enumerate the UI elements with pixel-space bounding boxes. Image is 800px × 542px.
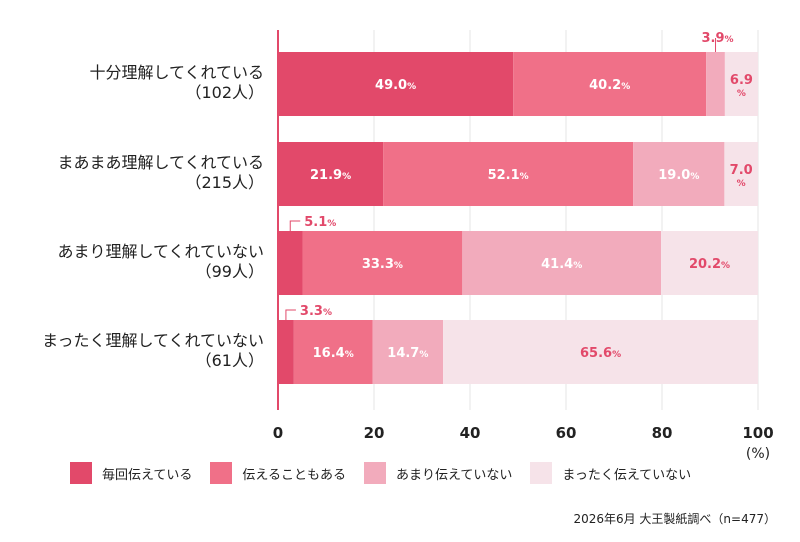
bar-segment bbox=[513, 52, 707, 116]
data-label-unit: % bbox=[737, 89, 746, 99]
data-label: 5.1% bbox=[304, 215, 336, 230]
x-tick-label: 0 bbox=[273, 424, 283, 442]
data-label: 40.2% bbox=[589, 78, 630, 93]
bar-segment bbox=[278, 52, 514, 116]
legend: 毎回伝えている 伝えることもある あまり伝えていない まったく伝えていない bbox=[70, 462, 709, 484]
bar-segment bbox=[706, 52, 725, 116]
bar-segment bbox=[462, 231, 662, 295]
bar-segment bbox=[633, 142, 725, 206]
source-note: 2026年6月 大王製紙調べ（n=477） bbox=[573, 512, 776, 526]
data-label: 20.2% bbox=[689, 257, 730, 272]
bar-segment bbox=[443, 320, 758, 384]
bar-segment bbox=[278, 320, 294, 384]
data-label: 21.9% bbox=[310, 168, 351, 183]
data-label: 41.4% bbox=[541, 257, 582, 272]
legend-swatch bbox=[363, 462, 386, 484]
data-label: 7.0 bbox=[730, 163, 753, 178]
category-label: （61人） bbox=[196, 351, 264, 370]
bar-segment bbox=[724, 142, 758, 206]
data-label: 14.7% bbox=[387, 346, 428, 361]
legend-label: 伝えることもある bbox=[242, 467, 346, 483]
data-label: 3.9% bbox=[701, 31, 733, 46]
legend-label: まったく伝えていない bbox=[562, 467, 692, 483]
x-axis-unit: (%) bbox=[746, 446, 770, 462]
data-label: 33.3% bbox=[362, 257, 403, 272]
bar-segment bbox=[724, 52, 758, 116]
legend-swatch bbox=[530, 462, 553, 484]
data-label: 6.9 bbox=[730, 73, 753, 88]
category-label: 十分理解してくれている bbox=[89, 63, 264, 82]
data-label: 16.4% bbox=[313, 346, 354, 361]
x-tick-label: 40 bbox=[460, 424, 481, 442]
legend-label: あまり伝えていない bbox=[395, 467, 513, 483]
category-label: （215人） bbox=[185, 173, 264, 192]
bar-segment bbox=[293, 320, 373, 384]
leader-line bbox=[289, 220, 301, 231]
data-label: 65.6% bbox=[580, 346, 621, 361]
data-label-unit: % bbox=[737, 179, 746, 189]
data-label: 52.1% bbox=[488, 168, 529, 183]
bar-segment bbox=[383, 142, 634, 206]
legend-label: 毎回伝えている bbox=[102, 467, 193, 483]
legend-swatch bbox=[210, 462, 233, 484]
data-label: 3.3% bbox=[300, 304, 332, 319]
legend-swatch bbox=[70, 462, 92, 484]
bar-segment bbox=[661, 231, 758, 295]
category-label: まあまあ理解してくれている bbox=[57, 153, 264, 172]
x-tick-label: 100 bbox=[742, 424, 773, 442]
data-label: 49.0% bbox=[375, 78, 416, 93]
category-label: （102人） bbox=[185, 83, 264, 102]
bar-segment bbox=[278, 142, 384, 206]
category-label: あまり理解してくれていない bbox=[57, 242, 264, 261]
legend-item: あまり伝えていない bbox=[363, 462, 513, 484]
bar-segment bbox=[302, 231, 463, 295]
bar-segment bbox=[278, 231, 303, 295]
x-tick-label: 80 bbox=[652, 424, 673, 442]
leader-line bbox=[285, 309, 296, 320]
x-tick-label: 60 bbox=[556, 424, 577, 442]
bar-segment bbox=[372, 320, 444, 384]
data-label: 19.0% bbox=[658, 168, 699, 183]
x-tick-label: 20 bbox=[364, 424, 385, 442]
legend-item: 伝えることもある bbox=[210, 462, 346, 484]
legend-item: まったく伝えていない bbox=[530, 462, 691, 484]
category-label: （99人） bbox=[196, 262, 264, 281]
category-label: まったく理解してくれていない bbox=[42, 331, 264, 350]
legend-item: 毎回伝えている bbox=[70, 462, 192, 484]
